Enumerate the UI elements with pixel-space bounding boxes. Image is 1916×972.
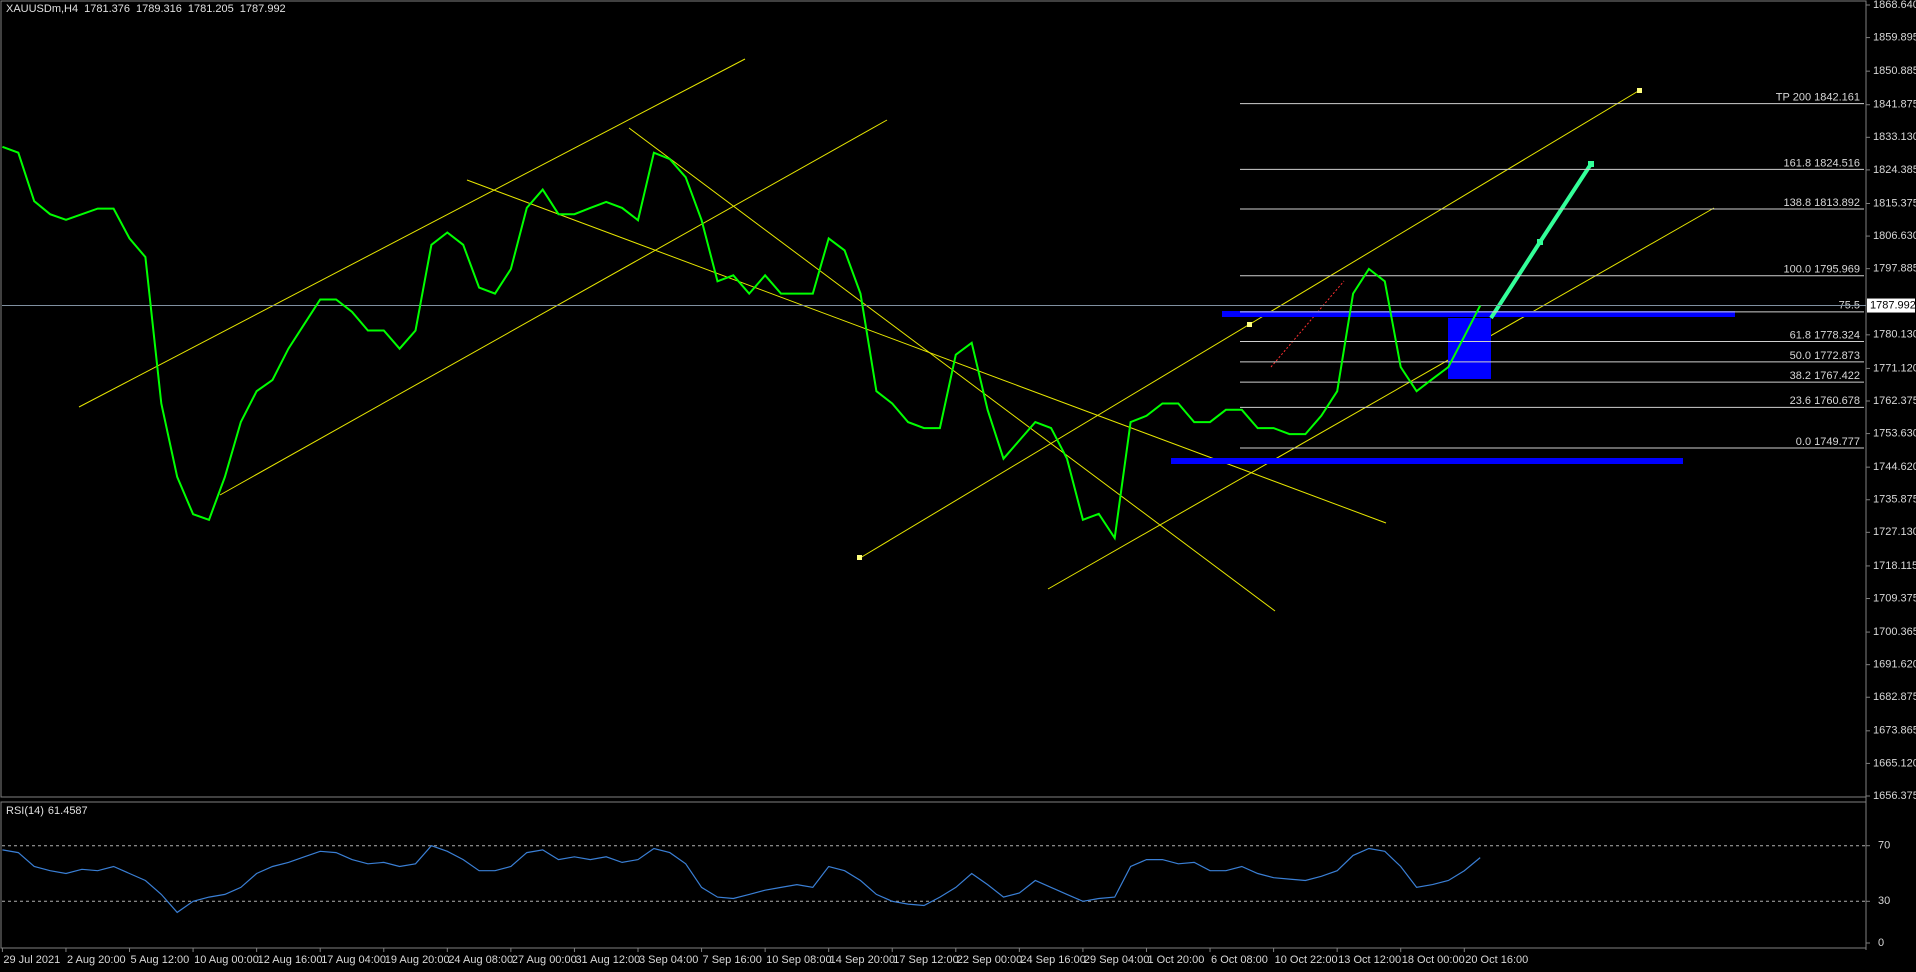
series-line xyxy=(2,145,1482,541)
fib-label: 0.0 1749.777 xyxy=(1796,436,1860,448)
trend-line xyxy=(1047,207,1715,590)
fib-label: 38.2 1767.422 xyxy=(1790,370,1860,382)
y-tick-label: 1815.375 xyxy=(1873,197,1916,209)
chart-header: XAUUSDm,H4 1781.376 1789.316 1781.205 17… xyxy=(6,3,286,15)
y-tick-label: 1833.130 xyxy=(1873,131,1916,143)
y-tick-label: 1700.365 xyxy=(1873,626,1916,638)
y-tick-label: 70 xyxy=(1878,840,1890,852)
x-tick-label: 7 Sep 16:00 xyxy=(703,954,762,966)
y-tick-label: 1665.120 xyxy=(1873,757,1916,769)
x-tick-label: 19 Aug 20:00 xyxy=(385,954,450,966)
anchor-point xyxy=(1637,88,1642,93)
y-tick-label: 1868.640 xyxy=(1873,0,1916,11)
rsi-frame xyxy=(0,801,1867,949)
x-tick-label: 31 Aug 12:00 xyxy=(575,954,640,966)
x-tick-label: 20 Oct 16:00 xyxy=(1465,954,1528,966)
fib-label: 100.0 1795.969 xyxy=(1784,264,1860,276)
x-tick-label: 10 Sep 08:00 xyxy=(766,954,831,966)
x-tick-label: 29 Jul 2021 xyxy=(3,954,60,966)
fib-label: 138.8 1813.892 xyxy=(1784,197,1860,209)
rsi-value: 61.4587 xyxy=(47,805,88,817)
price-box xyxy=(1867,298,1915,313)
x-tick-label: 27 Aug 00:00 xyxy=(512,954,577,966)
y-tick-label: 1718.115 xyxy=(1873,560,1916,572)
y-tick-label: 1771.120 xyxy=(1873,362,1916,374)
main-frame xyxy=(0,0,1867,798)
x-tick-label: 10 Oct 22:00 xyxy=(1275,954,1338,966)
x-tick-label: 24 Sep 16:00 xyxy=(1020,954,1085,966)
x-tick-label: 13 Oct 12:00 xyxy=(1338,954,1401,966)
x-tick-label: 3 Sep 04:00 xyxy=(639,954,698,966)
y-tick-label: 1656.375 xyxy=(1873,790,1916,802)
y-tick-label: 1806.630 xyxy=(1873,230,1916,242)
fib-label: 161.8 1824.516 xyxy=(1784,157,1860,169)
trend-line xyxy=(466,179,1387,524)
x-tick-label: 14 Sep 20:00 xyxy=(830,954,895,966)
fib-label: 61.8 1778.324 xyxy=(1790,329,1860,341)
y-tick-label: 30 xyxy=(1878,895,1890,907)
y-tick-label: 1859.895 xyxy=(1873,31,1916,43)
zone-line xyxy=(1171,458,1683,464)
high: 1789.316 xyxy=(136,3,182,15)
y-tick-label: 1709.375 xyxy=(1873,592,1916,604)
zone-line xyxy=(1222,311,1735,317)
x-tick-label: 6 Oct 08:00 xyxy=(1211,954,1268,966)
y-tick-label: 1753.630 xyxy=(1873,427,1916,439)
y-tick-label: 1824.385 xyxy=(1873,164,1916,176)
x-tick-label: 2 Aug 20:00 xyxy=(67,954,126,966)
fib-label: 23.6 1760.678 xyxy=(1790,395,1860,407)
y-tick-label: 1762.375 xyxy=(1873,395,1916,407)
y-tick-label: 0 xyxy=(1878,937,1884,949)
y-tick-label: 1841.875 xyxy=(1873,99,1916,111)
open: 1781.376 xyxy=(84,3,131,15)
y-tick-label: 1744.620 xyxy=(1873,461,1916,473)
fib-label: 50.0 1772.873 xyxy=(1790,350,1860,362)
fib-label: TP 200 1842.161 xyxy=(1776,92,1860,104)
anchor-point xyxy=(1247,322,1252,327)
x-tick-label: 17 Aug 04:00 xyxy=(321,954,386,966)
x-tick-label: 24 Aug 08:00 xyxy=(448,954,513,966)
y-tick-label: 1727.130 xyxy=(1873,526,1916,538)
rsi-header: RSI(14) 61.4587 xyxy=(6,805,88,817)
series-line xyxy=(2,844,1481,914)
y-tick-label: 1691.620 xyxy=(1873,659,1916,671)
trend-line xyxy=(219,119,888,496)
low: 1781.205 xyxy=(187,3,234,15)
y-tick-label: 1673.865 xyxy=(1873,725,1916,737)
x-tick-label: 12 Aug 16:00 xyxy=(258,954,323,966)
trend-line xyxy=(78,58,746,408)
y-tick-label: 1797.885 xyxy=(1873,263,1916,275)
y-tick-label: 1850.885 xyxy=(1873,65,1916,77)
projection-point xyxy=(1588,161,1594,167)
y-tick-label: 1780.130 xyxy=(1873,329,1916,341)
projection-point xyxy=(1537,239,1543,245)
x-tick-label: 1 Oct 20:00 xyxy=(1147,954,1204,966)
x-tick-label: 29 Sep 04:00 xyxy=(1084,954,1149,966)
x-tick-label: 18 Oct 00:00 xyxy=(1402,954,1465,966)
symbol: XAUUSDm,H4 xyxy=(6,3,79,15)
x-tick-label: 17 Sep 12:00 xyxy=(893,954,958,966)
x-tick-label: 10 Aug 00:00 xyxy=(194,954,259,966)
y-tick-label: 1682.875 xyxy=(1873,691,1916,703)
x-tick-label: 22 Sep 00:00 xyxy=(957,954,1022,966)
anchor-point xyxy=(857,555,862,560)
y-tick-label: 1735.875 xyxy=(1873,494,1916,506)
x-tick-label: 5 Aug 12:00 xyxy=(131,954,190,966)
fib-baseline xyxy=(1270,280,1345,368)
price-box-label: 1787.992 xyxy=(1870,299,1916,311)
rsi-title: RSI(14) xyxy=(6,805,44,817)
close: 1787.992 xyxy=(239,3,286,15)
